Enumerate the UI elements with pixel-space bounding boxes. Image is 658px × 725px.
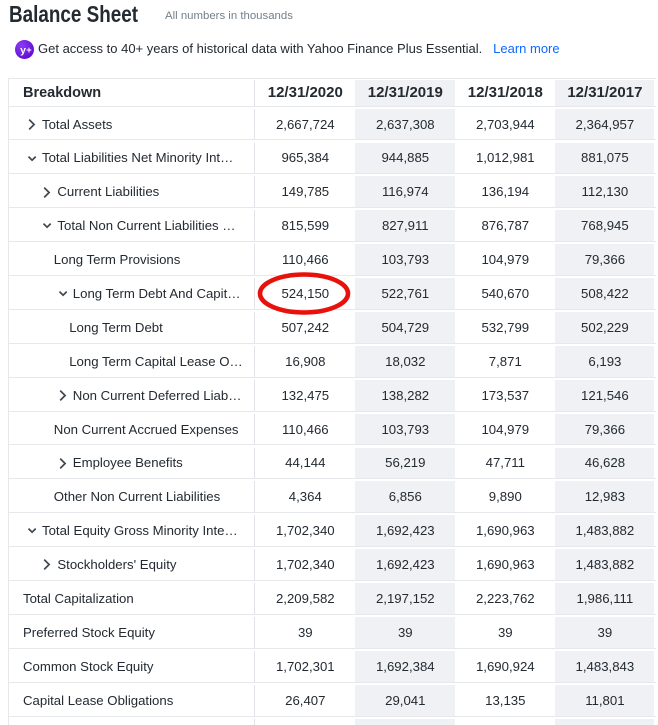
- svg-text:+: +: [26, 45, 31, 55]
- svg-text:y: y: [20, 45, 26, 57]
